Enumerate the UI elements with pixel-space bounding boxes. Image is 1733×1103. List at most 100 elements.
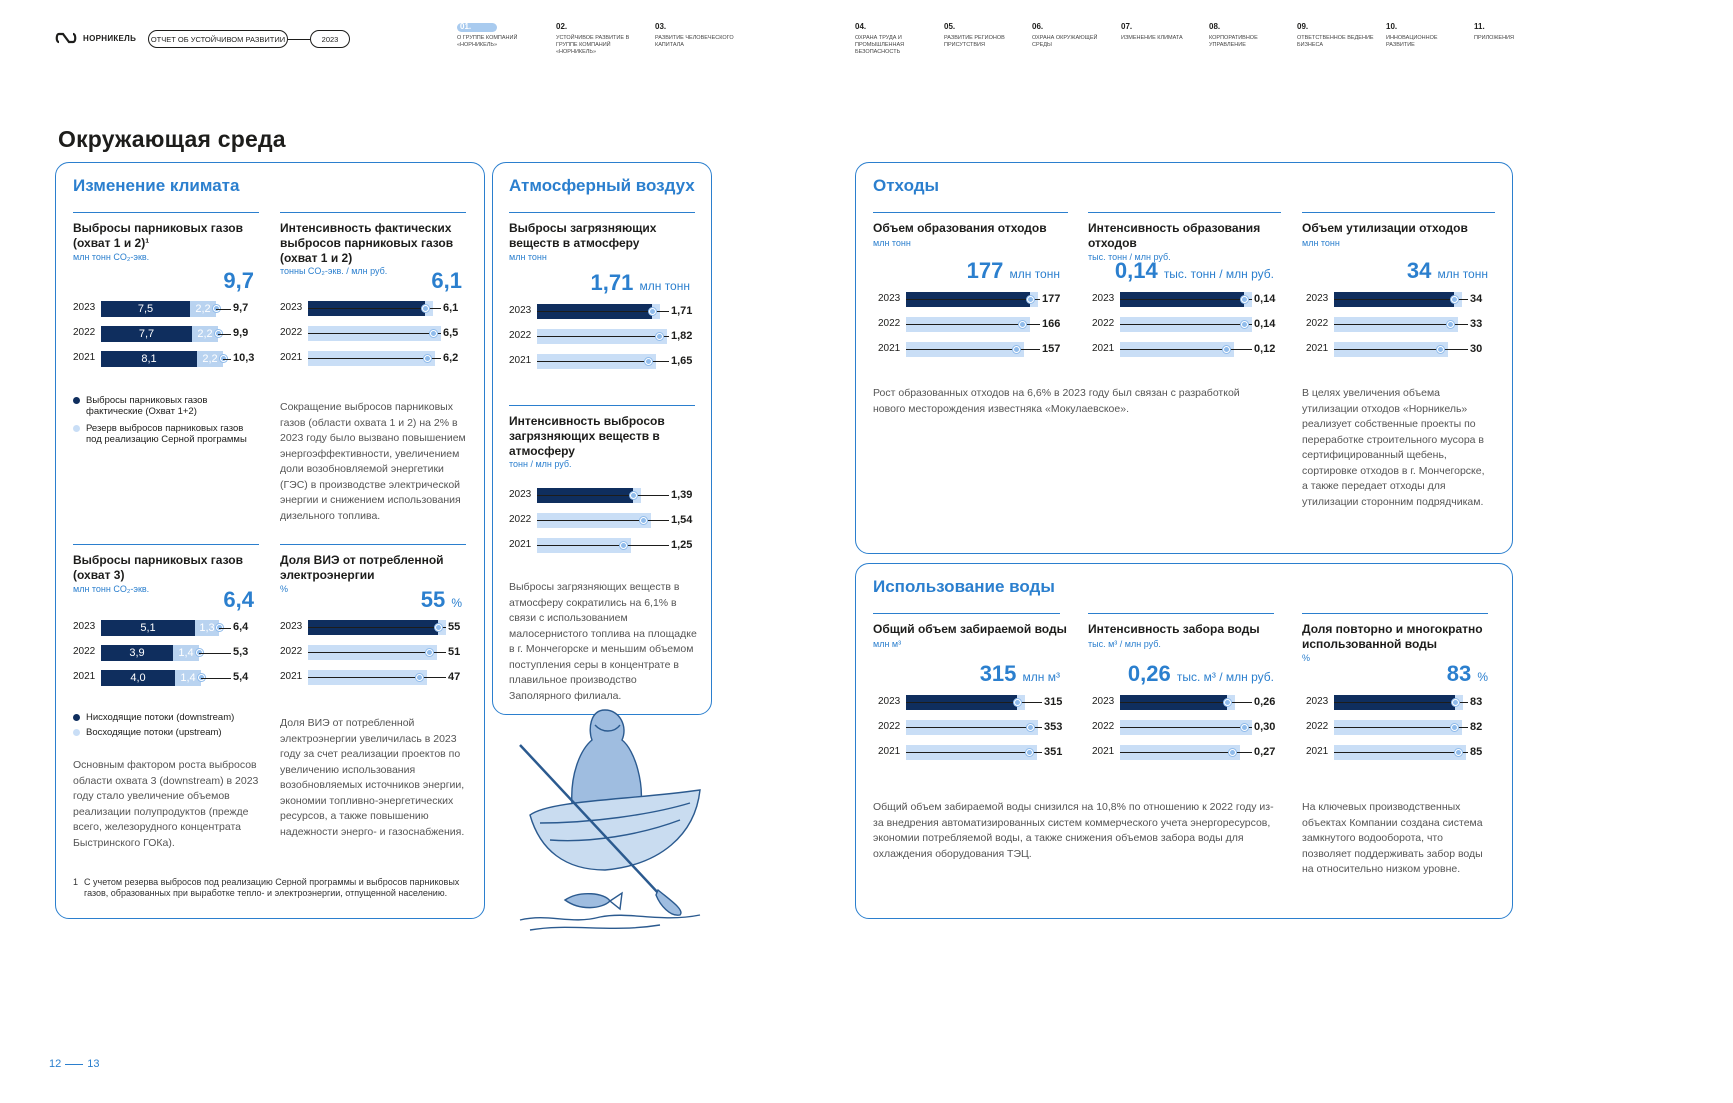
bar-marker xyxy=(630,492,637,499)
res-big: 55 xyxy=(420,587,446,612)
nav-item-11[interactable]: 11. ПРИЛОЖЕНИЯ xyxy=(1474,23,1554,42)
bar-leader xyxy=(1120,299,1252,300)
bar-year: 2022 xyxy=(280,646,303,657)
bar-leader xyxy=(199,653,231,654)
bar-year: 2022 xyxy=(509,330,532,341)
intensity-unit: тонны CO₂-экв. / млн руб. xyxy=(280,266,388,276)
divider xyxy=(509,405,695,406)
bar-leader xyxy=(537,336,669,337)
nav-number: 08. xyxy=(1209,22,1221,31)
bar-marker xyxy=(1241,296,1248,303)
nav-number: 09. xyxy=(1297,22,1309,31)
bar-value: 315 xyxy=(1044,696,1063,708)
nav-item-1[interactable]: 01. О ГРУППЕ КОМПАНИЙ «НОРНИКЕЛЬ» xyxy=(457,23,537,49)
nav-item-6[interactable]: 06. ОХРАНА ОКРУЖАЮЩЕЙ СРЕДЫ xyxy=(1032,23,1112,49)
nav-label: УСТОЙЧИВОЕ РАЗВИТИЕ В ГРУППЕ КОМПАНИЙ «Н… xyxy=(556,35,630,55)
nav-label: ОХРАНА ОКРУЖАЮЩЕЙ СРЕДЫ xyxy=(1032,35,1098,48)
ghg3-value: 6,4 xyxy=(223,587,254,612)
bar-leader xyxy=(906,702,1042,703)
waste-int-title: Интенсивность образования отходов xyxy=(1088,221,1261,250)
bar-marker xyxy=(1224,699,1231,706)
air-big-unit: млн тонн xyxy=(639,279,690,293)
ghg3-unit: млн тонн CO₂-экв. xyxy=(73,584,150,594)
bar-marker xyxy=(1241,321,1248,328)
bar-value: 1,39 xyxy=(671,489,693,501)
nav-item-3[interactable]: 03. РАЗВИТИЕ ЧЕЛОВЕЧЕСКОГО КАПИТАЛА xyxy=(655,23,735,49)
nav-number: 03. xyxy=(655,22,667,31)
bar-year: 2023 xyxy=(280,302,303,313)
bar-marker xyxy=(1013,346,1020,353)
bar-leader xyxy=(906,727,1042,728)
bar-year: 2022 xyxy=(73,327,96,338)
page-number-right: 13 xyxy=(87,1058,100,1070)
bar-marker xyxy=(198,674,205,681)
divider xyxy=(1088,212,1281,213)
bar-leader xyxy=(1120,727,1252,728)
nav-number: 11. xyxy=(1474,22,1485,31)
waste-gen-big: 177 xyxy=(966,258,1004,283)
nav-item-7[interactable]: 07. ИЗМЕНЕНИЕ КЛИМАТА xyxy=(1121,23,1201,42)
bar-value: 351 xyxy=(1044,746,1063,758)
bar-value: 51 xyxy=(448,646,461,658)
water-reuse-value: 83 % xyxy=(1360,661,1488,687)
water-reuse-big: 83 xyxy=(1446,661,1472,686)
waste-int-big-unit: тыс. тонн / млн руб. xyxy=(1163,267,1274,281)
divider xyxy=(873,613,1060,614)
bar-marker xyxy=(1027,296,1034,303)
nav-item-9[interactable]: 09. ОТВЕТСТВЕННОЕ ВЕДЕНИЕ БИЗНЕСА xyxy=(1297,23,1377,49)
air-panel xyxy=(492,162,712,715)
nav-item-10[interactable]: 10. ИННОВАЦИОННОЕ РАЗВИТИЕ xyxy=(1386,23,1466,49)
bar-leader xyxy=(1334,299,1468,300)
water-text-1: Общий объем забираемой воды снизился на … xyxy=(873,801,1274,860)
bar-value: 0,27 xyxy=(1254,746,1276,758)
bar-value: 0,14 xyxy=(1254,318,1276,330)
water-w-unit: млн м³ xyxy=(873,639,902,649)
nav-label: КОРПОРАТИВНОЕ УПРАВЛЕНИЕ xyxy=(1209,35,1258,48)
nav-item-5[interactable]: 05. РАЗВИТИЕ РЕГИОНОВ ПРИСУТСТВИЯ xyxy=(944,23,1024,49)
bar-segment: 4,0 xyxy=(101,670,175,686)
bar-value: 85 xyxy=(1470,746,1483,758)
bar-marker xyxy=(1451,724,1458,731)
air-big: 1,71 xyxy=(590,270,634,295)
waste-gen-unit: млн тонн xyxy=(873,238,911,248)
bar-segment: 7,5 xyxy=(101,301,190,317)
bar-marker xyxy=(196,649,203,656)
bar-marker xyxy=(215,330,222,337)
bar-leader xyxy=(537,545,669,546)
report-year[interactable]: 2023 xyxy=(310,30,350,48)
legend-label: Восходящие потоки (upstream) xyxy=(86,727,222,738)
bar-marker xyxy=(424,355,431,362)
water-w-big-unit: млн м³ xyxy=(1022,670,1060,684)
bar-marker xyxy=(416,674,423,681)
water-int-unit: тыс. м³ / млн руб. xyxy=(1088,639,1161,649)
bar-leader xyxy=(1334,324,1468,325)
water-int-big-unit: тыс. м³ / млн руб. xyxy=(1176,670,1274,684)
bar-value: 6,1 xyxy=(443,302,459,314)
waste-text-1: Рост образованных отходов на 6,6% в 2023… xyxy=(873,387,1240,415)
bar-value: 10,3 xyxy=(233,352,255,364)
nav-item-2[interactable]: 02. УСТОЙЧИВОЕ РАЗВИТИЕ В ГРУППЕ КОМПАНИЙ… xyxy=(556,23,636,56)
nav-label: РАЗВИТИЕ ЧЕЛОВЕЧЕСКОГО КАПИТАЛА xyxy=(655,35,734,48)
nav-item-8[interactable]: 08. КОРПОРАТИВНОЕ УПРАВЛЕНИЕ xyxy=(1209,23,1289,49)
nav-item-4[interactable]: 04. ОХРАНА ТРУДА И ПРОМЫШЛЕННАЯ БЕЗОПАСНО… xyxy=(855,23,935,56)
legend-swatch xyxy=(73,729,80,736)
bar-year: 2021 xyxy=(878,343,901,354)
page-title: Окружающая среда xyxy=(58,126,286,152)
bar-value: 177 xyxy=(1042,293,1061,305)
bar-year: 2023 xyxy=(878,696,901,707)
waste-util-value: 34 млн тонн xyxy=(1360,258,1488,284)
bar-leader xyxy=(1334,349,1468,350)
res-title: Доля ВИЭ от потребленной электроэнергии xyxy=(280,553,444,582)
divider xyxy=(280,212,466,213)
bar-year: 2021 xyxy=(509,355,532,366)
bar-marker xyxy=(213,305,220,312)
report-label[interactable]: ОТЧЕТ ОБ УСТОЙЧИВОМ РАЗВИТИИ xyxy=(148,30,288,48)
logo[interactable]: НОРНИКЕЛЬ xyxy=(55,30,136,46)
legend-item: Нисходящие потоки (downstream) xyxy=(73,712,253,723)
divider xyxy=(1302,212,1495,213)
waste-util-title: Объем утилизации отходов xyxy=(1302,221,1468,235)
bar-leader xyxy=(906,752,1042,753)
ghg12-value: 9,7 xyxy=(223,268,254,293)
nav-label: РАЗВИТИЕ РЕГИОНОВ ПРИСУТСТВИЯ xyxy=(944,35,1005,48)
bar-value: 30 xyxy=(1470,343,1483,355)
